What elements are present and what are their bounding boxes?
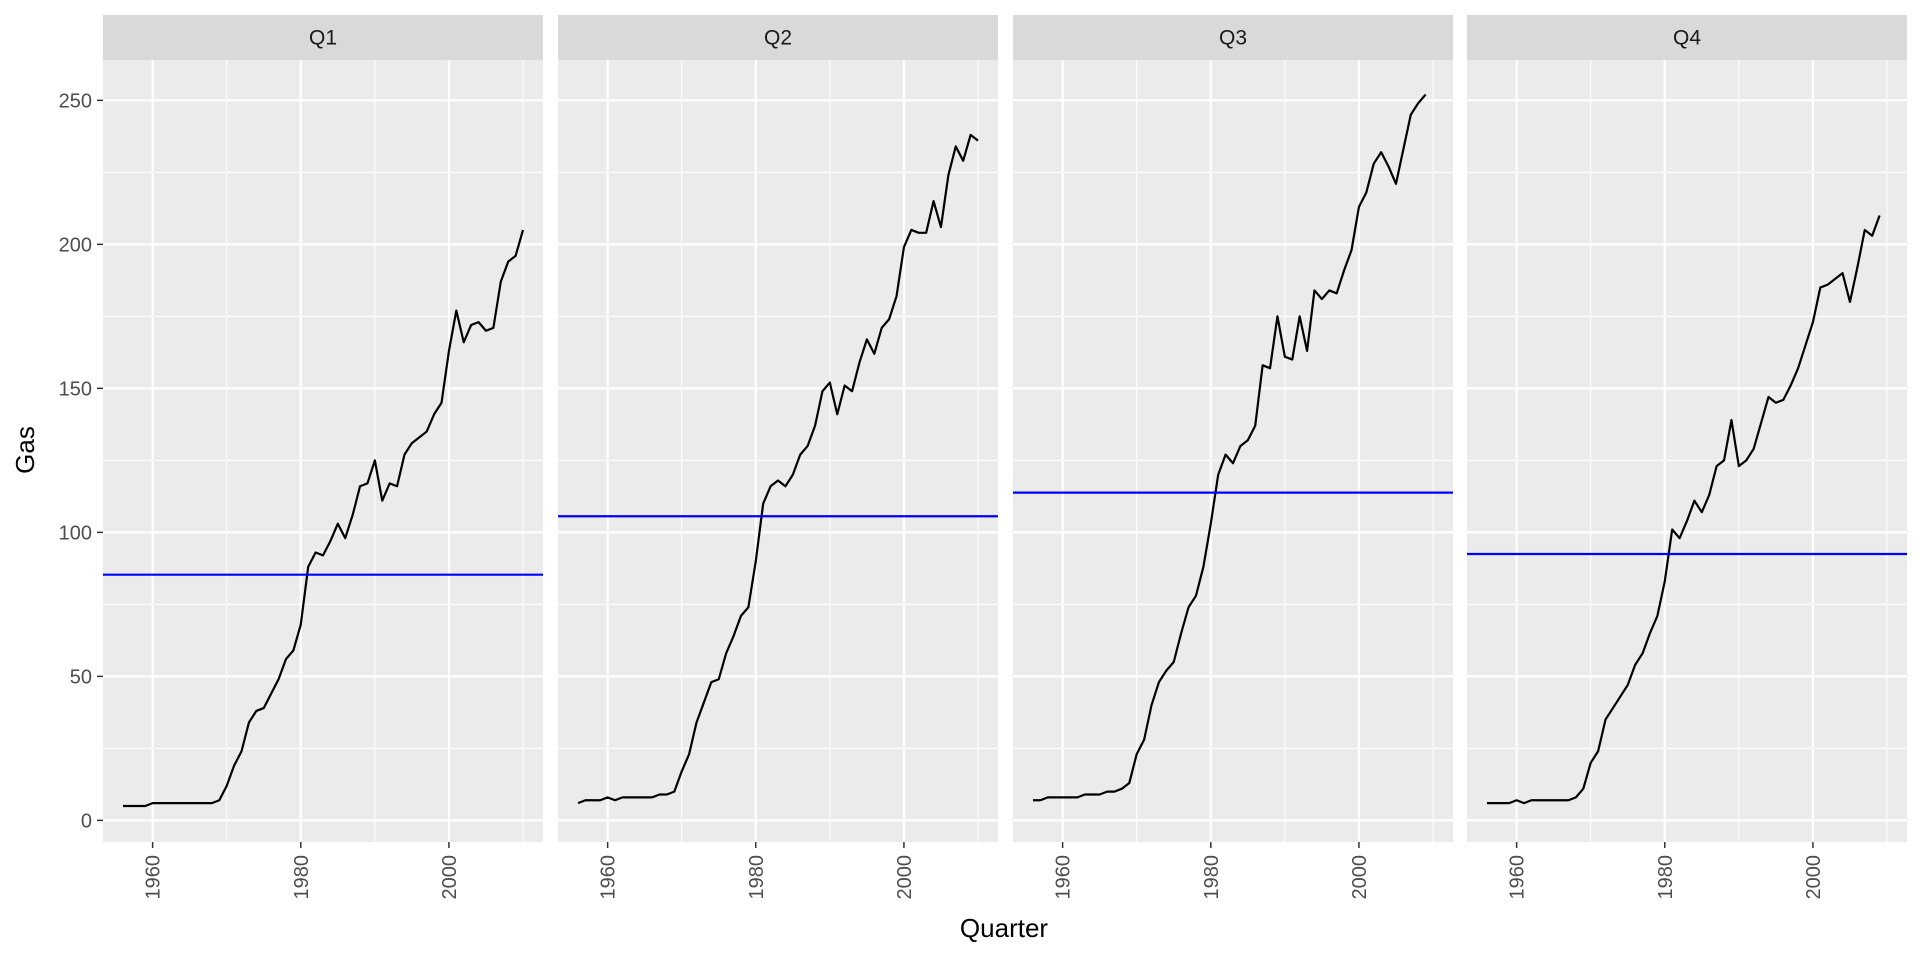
x-tick-label: 2000 [1803, 855, 1825, 900]
x-tick-label: 1960 [1053, 855, 1075, 900]
x-tick-label: 2000 [439, 855, 461, 900]
facet-panel-q2: Q2 1960 1980 2000 [558, 15, 998, 900]
panel-background [558, 60, 998, 842]
y-tick-label: 0 [81, 810, 92, 832]
x-tick-label: 1980 [1201, 855, 1223, 900]
x-tick-label: 1980 [1655, 855, 1677, 900]
facet-strip-label: Q1 [309, 27, 337, 50]
x-tick-label: 2000 [1349, 855, 1371, 900]
facet-strip [1013, 15, 1453, 60]
facet-strip-label: Q2 [764, 27, 792, 50]
x-tick-label: 1980 [746, 855, 768, 900]
panel-background [103, 60, 543, 842]
y-tick-label: 200 [59, 234, 92, 256]
facet-panel-q4: Q4 1960 1980 2000 [1467, 15, 1907, 900]
x-axis-title: Quarter [960, 913, 1048, 943]
facet-strip [558, 15, 998, 60]
panel-background [1467, 60, 1907, 842]
y-tick-label: 100 [59, 522, 92, 544]
x-tick-label: 1960 [143, 855, 165, 900]
facet-panel-q1: Q1 1960 1980 2000 [103, 15, 543, 900]
facet-strip [103, 15, 543, 60]
x-tick-label: 2000 [894, 855, 916, 900]
series-line-q2 [577, 133, 979, 805]
y-axis-title: Gas [10, 426, 40, 474]
facet-strip [1467, 15, 1907, 60]
series-line-q4 [1487, 215, 1881, 805]
y-axis: 0 50 100 150 200 250 [59, 90, 103, 832]
x-tick-label: 1960 [598, 855, 620, 900]
x-tick-label: 1960 [1507, 855, 1529, 900]
facet-strip-label: Q4 [1673, 27, 1701, 50]
panel-background [1013, 60, 1453, 842]
x-tick-label: 1980 [291, 855, 313, 900]
y-tick-label: 250 [59, 90, 92, 112]
series-line-q1 [123, 229, 525, 808]
y-tick-label: 50 [70, 666, 92, 688]
y-tick-label: 150 [59, 378, 92, 400]
facet-panel-q3: Q3 1960 1980 2000 [1013, 15, 1453, 900]
chart-panels: Q1 1960 1980 2000 Q2 1960 1980 2000 Q3 1960 1980 20… [103, 15, 1907, 900]
facet-strip-label: Q3 [1219, 27, 1247, 50]
series-line-q3 [1033, 93, 1427, 802]
